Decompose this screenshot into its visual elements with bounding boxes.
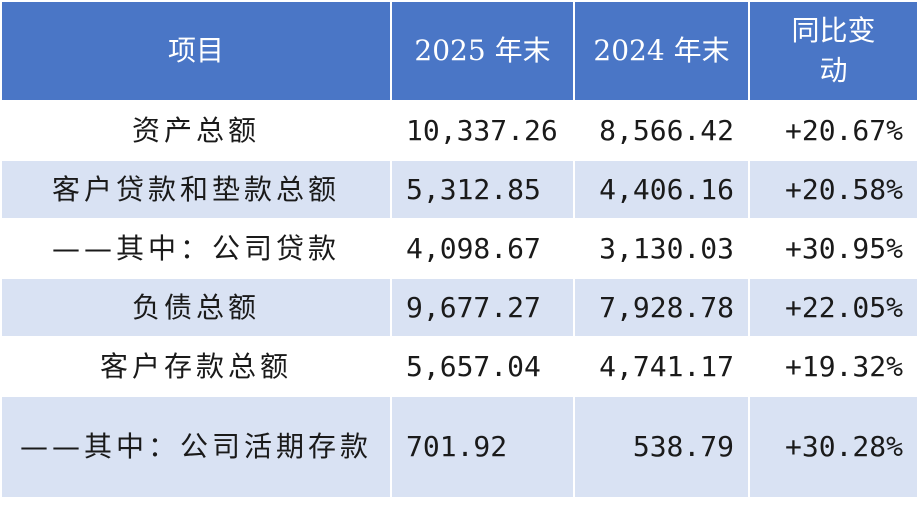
table-cell: 538.79 [573,395,750,499]
table-cell: 8,566.42 [573,100,750,161]
table-body: 资产总额 10,337.26 8,566.42 +20.67% 客户贷款和垫款总额 5,3… [0,100,917,499]
table-row: 客户存款总额 5,657.04 4,741.17 +19.32% [0,336,917,397]
table-cell: ——其中：公司贷款 [0,218,392,279]
header-cell: 项目 [0,0,392,102]
header-cell: 同比变动 [748,0,917,102]
table-cell: +19.32% [748,336,917,397]
table-row: ——其中：公司活期存款 701.92 538.79 +30.28% [0,395,917,499]
table-cell: ——其中：公司活期存款 [0,395,392,499]
table-cell: 资产总额 [0,100,392,161]
header-cell: 2025 年末 [390,0,575,102]
table-cell: 客户存款总额 [0,336,392,397]
table-cell: 10,337.26 [390,100,575,161]
table-row: 资产总额 10,337.26 8,566.42 +20.67% [0,100,917,161]
table-row: 负债总额 9,677.27 7,928.78 +22.05% [0,277,917,338]
table-cell: +22.05% [748,277,917,338]
table-cell: 5,657.04 [390,336,575,397]
table-row: 客户贷款和垫款总额 5,312.85 4,406.16 +20.58% [0,159,917,220]
table-cell: 客户贷款和垫款总额 [0,159,392,220]
table-cell: 5,312.85 [390,159,575,220]
table-cell: 4,098.67 [390,218,575,279]
table-header: 项目 2025 年末 2024 年末 同比变动 [0,0,917,102]
header-cell: 2024 年末 [573,0,750,102]
table-cell: +20.67% [748,100,917,161]
table-cell: +30.95% [748,218,917,279]
header-row: 项目 2025 年末 2024 年末 同比变动 [0,0,917,102]
table-cell: 9,677.27 [390,277,575,338]
data-table: 项目 2025 年末 2024 年末 同比变动 资产总额 10,337.26 8,566.… [0,0,917,499]
table-cell: +30.28% [748,395,917,499]
table-cell: 7,928.78 [573,277,750,338]
table-row: ——其中：公司贷款 4,098.67 3,130.03 +30.95% [0,218,917,279]
table-cell: 3,130.03 [573,218,750,279]
table-cell: 负债总额 [0,277,392,338]
table-cell: 4,741.17 [573,336,750,397]
table-cell: 701.92 [390,395,575,499]
table-cell: +20.58% [748,159,917,220]
table-cell: 4,406.16 [573,159,750,220]
